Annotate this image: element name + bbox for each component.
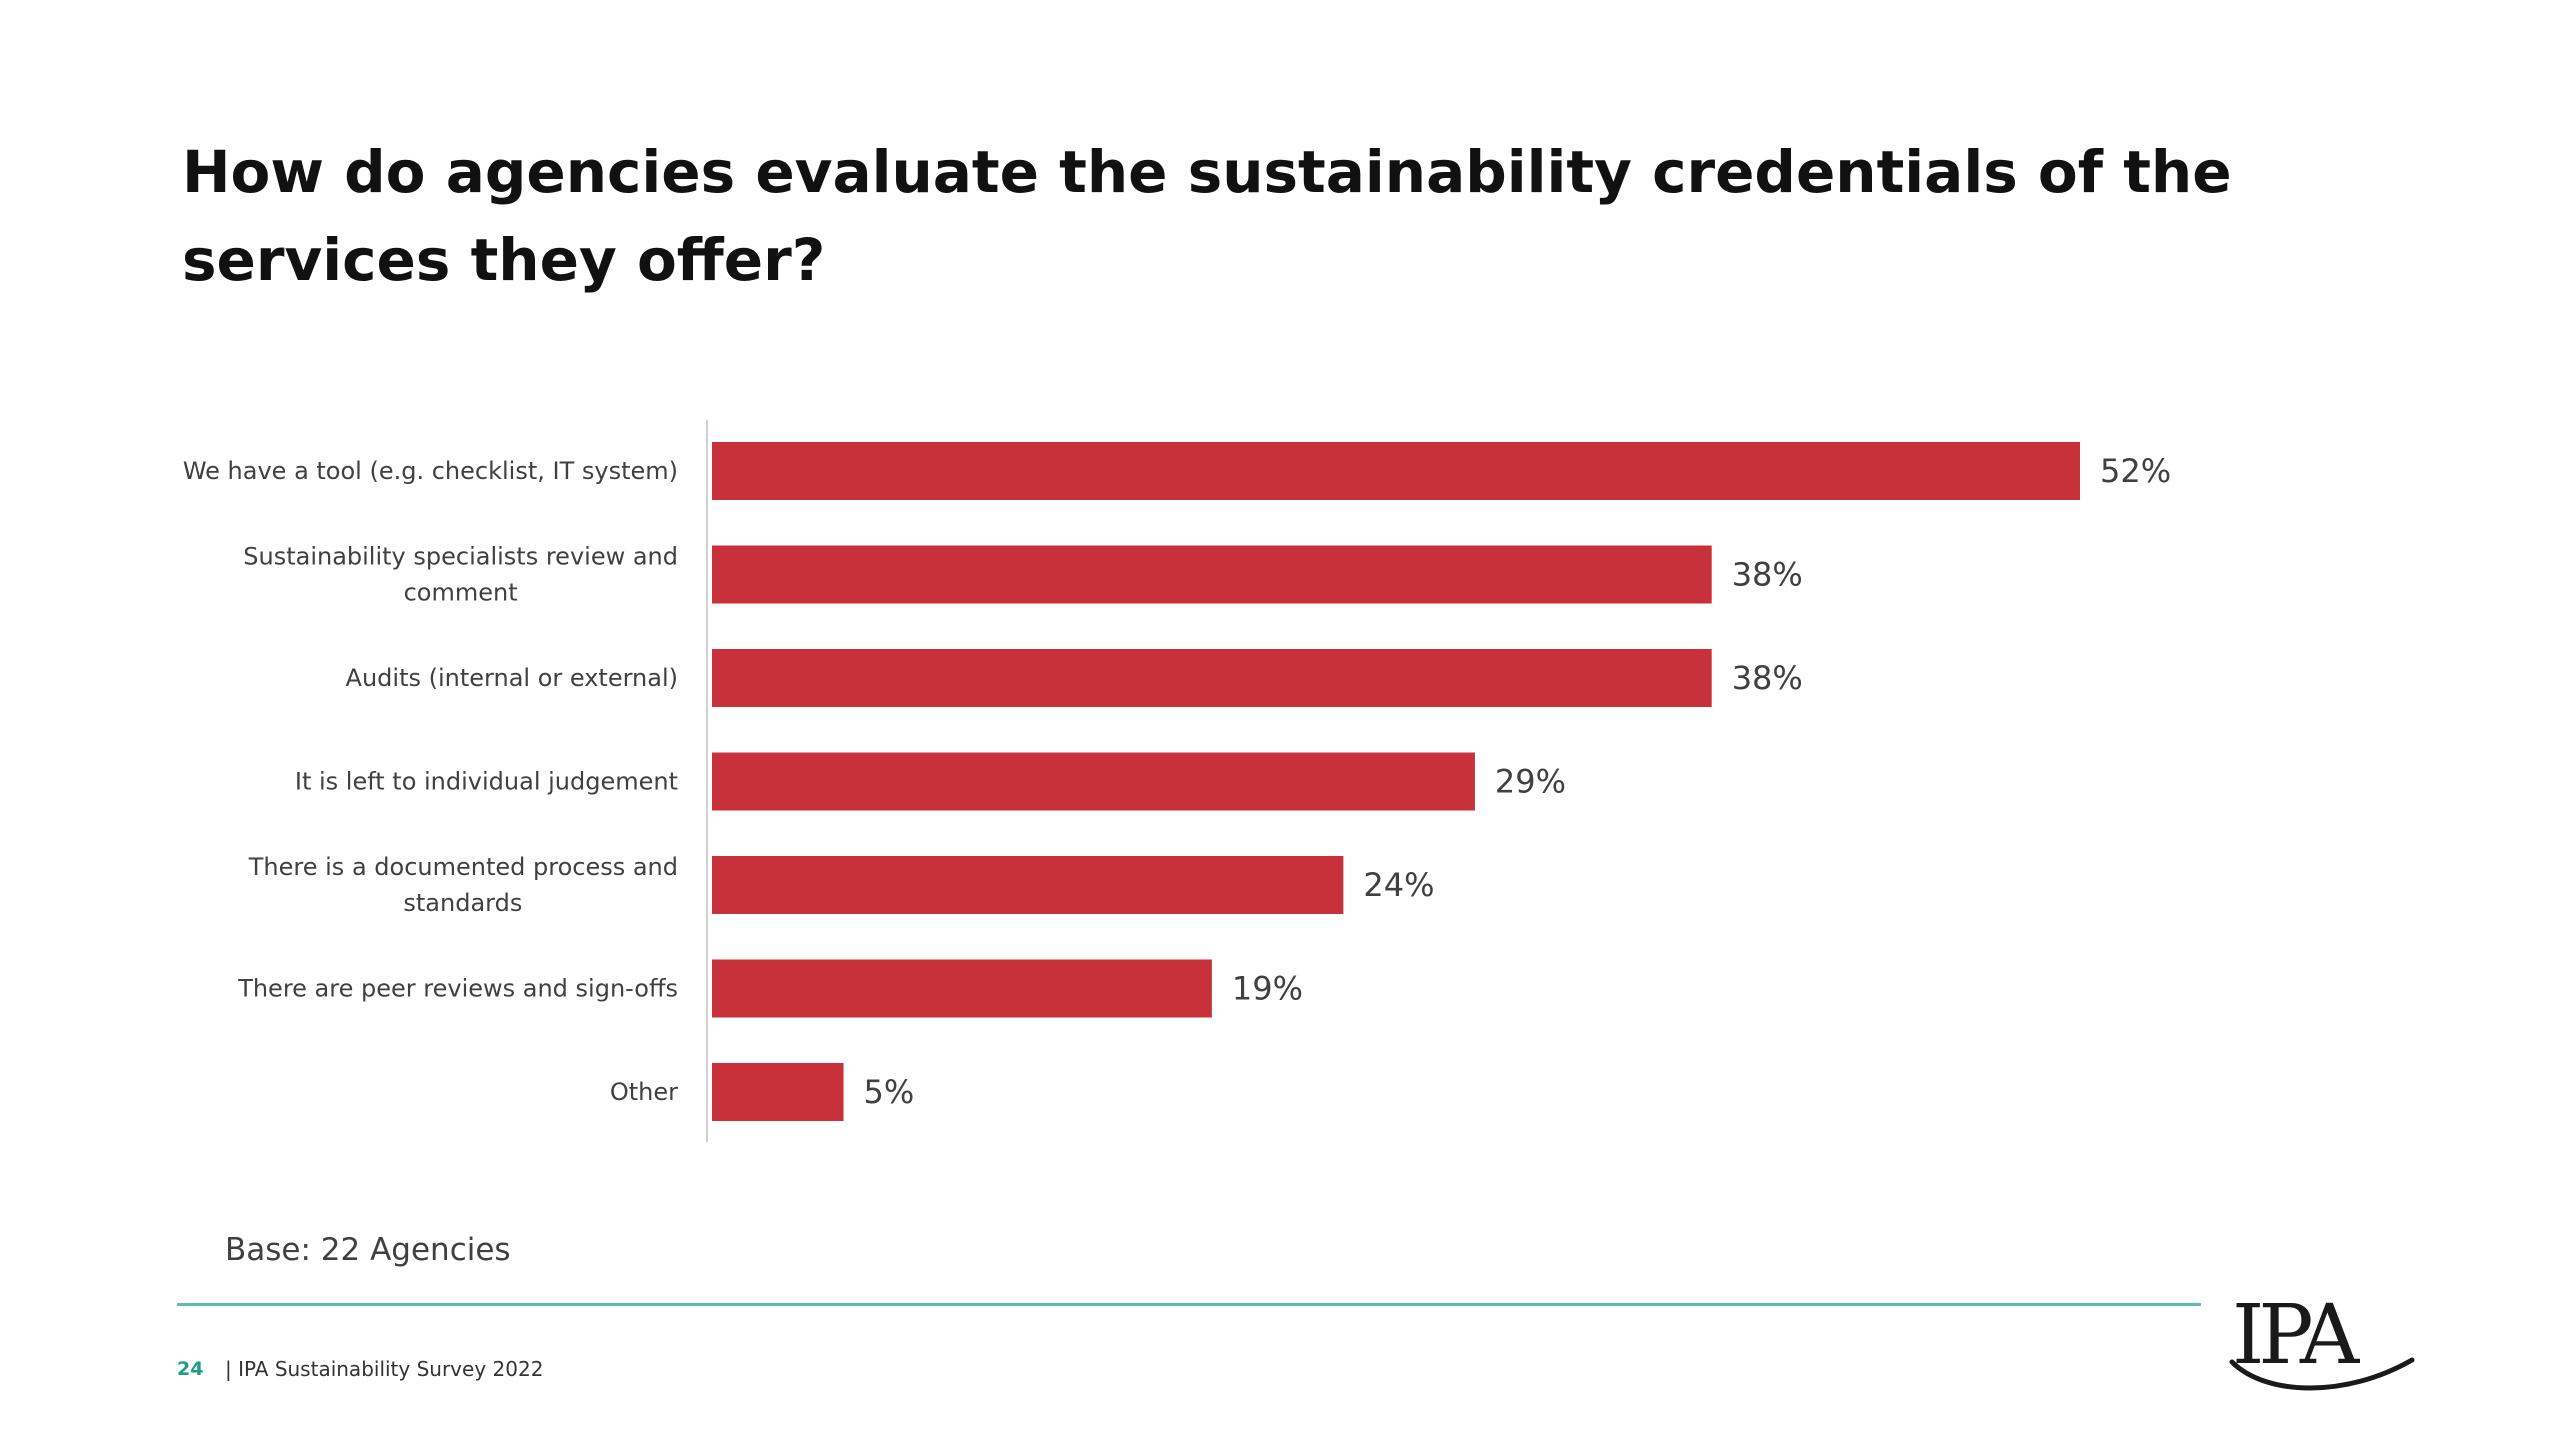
value-label: 29% xyxy=(1495,763,1566,801)
bar xyxy=(712,442,2080,500)
category-label: Audits (internal or external) xyxy=(346,664,678,692)
bar xyxy=(712,752,1475,811)
category-label: There is a documented process and xyxy=(248,853,678,881)
footer-divider xyxy=(177,1303,2201,1306)
logo-wordmark: IPA xyxy=(2232,1288,2359,1383)
page-number: 24 xyxy=(177,1358,204,1380)
value-label: 38% xyxy=(1732,556,1803,594)
logo-swoosh-icon xyxy=(2229,1357,2415,1391)
bar xyxy=(712,959,1212,1018)
value-label: 19% xyxy=(1232,970,1303,1008)
footer-survey-title: | IPA Sustainability Survey 2022 xyxy=(225,1357,544,1381)
ipa-logo: IPA xyxy=(2226,1288,2416,1400)
value-label: 38% xyxy=(1732,659,1803,697)
bar xyxy=(712,856,1344,914)
bar xyxy=(712,545,1712,604)
category-label: Sustainability specialists review and xyxy=(243,543,678,571)
bar xyxy=(712,649,1712,707)
category-label: comment xyxy=(404,579,518,607)
slide-title: How do agencies evaluate the sustainabil… xyxy=(182,138,2232,294)
bar xyxy=(712,1063,844,1121)
category-label: Other xyxy=(610,1078,678,1106)
base-note: Base: 22 Agencies xyxy=(225,1232,511,1268)
category-label: We have a tool (e.g. checklist, IT syste… xyxy=(183,457,678,485)
value-label: 24% xyxy=(1363,866,1434,904)
category-label: It is left to individual judgement xyxy=(295,768,678,796)
category-label: There are peer reviews and sign-offs xyxy=(237,975,678,1003)
value-label: 5% xyxy=(864,1073,915,1111)
category-label: standards xyxy=(403,889,522,917)
value-label: 52% xyxy=(2100,452,2171,490)
